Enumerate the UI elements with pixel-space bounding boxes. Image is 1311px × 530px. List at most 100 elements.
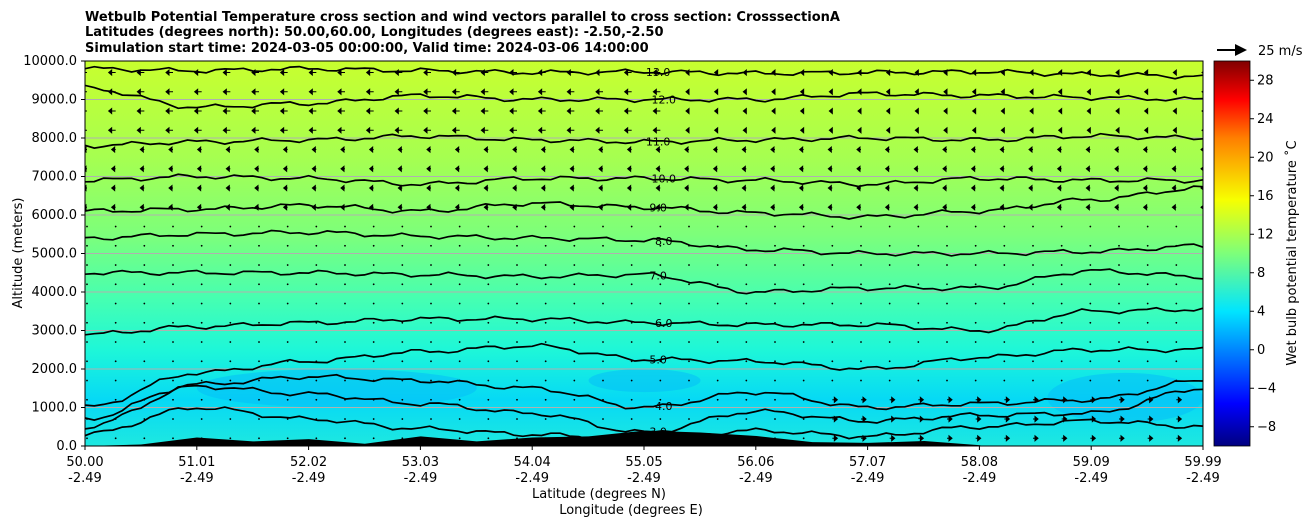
x-tick-label-lon: -2.49 <box>180 471 214 486</box>
wind-vector <box>225 184 231 192</box>
wind-vector <box>229 264 232 266</box>
wind-vector <box>229 321 232 324</box>
wind-vector <box>688 302 690 305</box>
wind-vector <box>831 244 834 247</box>
wind-vector <box>200 341 203 343</box>
wind-vector <box>1086 88 1091 96</box>
wind-vector <box>1142 203 1148 211</box>
wind-vector <box>315 398 318 401</box>
wind-vector <box>774 302 776 305</box>
y-tick-label: 9000.0 <box>32 93 78 108</box>
wind-vector <box>1176 434 1183 442</box>
wind-vector <box>745 225 748 228</box>
wind-vector <box>799 88 805 96</box>
wind-vector <box>430 225 432 228</box>
contour-label: 12.0 <box>652 94 677 107</box>
x-tick-label-lon: -2.49 <box>739 471 773 486</box>
wind-vector <box>659 302 662 305</box>
wind-vector <box>942 145 947 154</box>
wind-vector <box>401 398 404 401</box>
wind-vector <box>1004 434 1011 442</box>
wind-vector <box>1143 126 1149 134</box>
wind-vector <box>509 88 517 96</box>
wind-vector <box>659 418 662 420</box>
wind-vector <box>685 107 690 115</box>
wind-vector <box>509 107 517 115</box>
contour-9.0 <box>85 185 1203 220</box>
wind-vector <box>487 360 490 363</box>
wind-vector <box>630 418 633 420</box>
wind-vector <box>340 165 345 173</box>
contour-label: 9.0 <box>649 202 667 215</box>
wind-vector <box>143 244 146 247</box>
wind-vector <box>1143 88 1149 96</box>
wind-vector <box>798 184 804 192</box>
wind-vector <box>86 360 88 363</box>
wind-vector <box>716 379 719 382</box>
wind-vector <box>196 203 202 211</box>
wind-vector <box>741 203 747 211</box>
wind-vector <box>1204 380 1206 382</box>
wind-vector <box>1146 302 1149 305</box>
wind-vector <box>86 283 88 286</box>
contour-10.0 <box>85 173 1203 188</box>
wind-vector <box>509 126 517 134</box>
wind-vector <box>229 302 232 305</box>
wind-vector <box>372 302 375 305</box>
wind-vector <box>458 302 461 305</box>
wind-vector <box>1060 321 1063 324</box>
wind-vector <box>827 203 833 211</box>
wind-vector <box>566 107 575 115</box>
wind-vector <box>172 321 174 324</box>
wind-vector <box>1147 415 1154 423</box>
wind-vector <box>602 302 604 305</box>
wind-vector <box>943 126 948 134</box>
x-tick-label-lat: 54.04 <box>514 455 551 470</box>
wind-vector <box>917 341 920 343</box>
wind-vector <box>857 107 862 115</box>
wind-vector <box>913 203 919 211</box>
wind-vector <box>454 145 460 154</box>
wind-vector <box>598 165 603 173</box>
wind-vector <box>569 145 575 154</box>
wind-vector <box>430 341 432 343</box>
wind-vector <box>286 398 289 401</box>
wind-vector <box>401 321 404 324</box>
wind-vector <box>1204 303 1206 305</box>
contour-label: 8.0 <box>655 235 673 248</box>
wind-vector <box>458 418 461 420</box>
wind-vector <box>799 107 805 115</box>
wind-vector <box>143 264 146 266</box>
wind-vector <box>229 341 232 343</box>
wind-vector <box>315 379 318 382</box>
wind-vector <box>970 184 976 192</box>
contour-label: 7.0 <box>649 270 667 283</box>
wind-vector <box>1146 321 1149 324</box>
wind-vector <box>458 341 461 343</box>
wind-vector <box>430 398 432 401</box>
wind-vector <box>344 302 346 305</box>
wind-vector <box>258 341 260 343</box>
wind-vector <box>831 360 834 363</box>
wind-vector <box>282 165 288 173</box>
wind-vector <box>114 360 117 363</box>
wind-vector <box>110 203 116 211</box>
wind-vector <box>946 321 948 324</box>
wind-vector <box>1114 203 1119 211</box>
wind-vector <box>225 165 231 173</box>
wind-vector <box>168 165 173 173</box>
wind-vector <box>114 437 117 440</box>
wind-vector <box>913 145 919 154</box>
wind-vector <box>659 244 662 247</box>
wind-vector <box>713 68 719 77</box>
wind-vector <box>107 107 116 115</box>
wind-vector <box>712 165 718 173</box>
wind-vector <box>451 107 460 115</box>
wind-vector <box>516 398 518 401</box>
wind-vector <box>458 321 461 324</box>
wind-vector <box>1032 360 1034 363</box>
wind-vector <box>1115 107 1120 115</box>
wind-vector <box>344 264 346 266</box>
wind-vector <box>451 88 460 96</box>
wind-vector <box>225 145 231 154</box>
